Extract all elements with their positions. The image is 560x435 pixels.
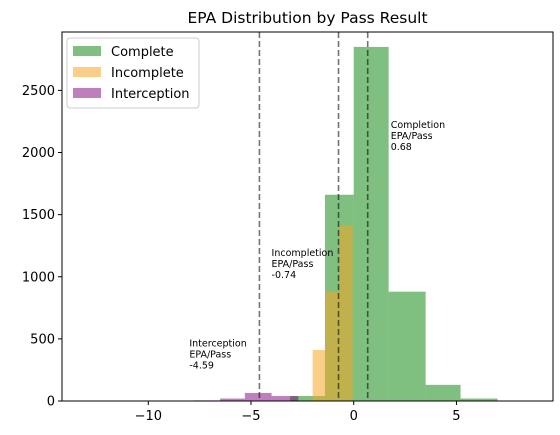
bar-interception-2 <box>244 392 272 401</box>
y-axis: 0 500 1000 1500 2000 2500 <box>22 84 62 410</box>
bar-complete-2 <box>353 46 389 402</box>
y-tick-label: 1500 <box>22 208 55 223</box>
vlines-layer <box>258 32 369 401</box>
y-tick-label: 1000 <box>22 270 55 285</box>
annotations-layer: Interception EPA/Pass -4.59 Incompletion EPA… <box>189 120 445 372</box>
legend: Complete Incomplete Interception <box>66 37 200 109</box>
y-tick-label: 0 <box>47 395 55 410</box>
legend-swatch-incomplete <box>73 67 101 77</box>
bar-incomplete-2 <box>339 225 353 401</box>
bars-layer <box>193 46 498 402</box>
y-tick-label: 500 <box>30 332 55 347</box>
bar-interception-1 <box>220 398 245 401</box>
plot-frame <box>61 31 554 402</box>
mean-annotation-2: Completion EPA/Pass 0.68 <box>391 120 445 153</box>
bar-complete-5 <box>460 398 498 401</box>
bar-complete-0 <box>290 396 325 401</box>
bar-incomplete-0 <box>312 350 325 401</box>
x-tick-label: −10 <box>135 409 162 424</box>
x-axis: −10 −5 0 5 <box>135 401 461 424</box>
legend-label-complete: Complete <box>111 45 174 60</box>
x-tick-label: 0 <box>350 409 358 424</box>
legend-label-incomplete: Incomplete <box>111 66 184 81</box>
mean-annotation-1: Incompletion EPA/Pass -0.74 <box>272 248 334 281</box>
legend-swatch-complete <box>73 46 101 56</box>
y-tick-label: 2500 <box>22 84 55 99</box>
y-tick-label: 2000 <box>22 146 55 161</box>
x-tick-label: 5 <box>452 409 460 424</box>
x-tick-label: −5 <box>241 409 260 424</box>
bar-complete-3 <box>388 291 426 401</box>
chart-title: EPA Distribution by Pass Result <box>187 9 427 27</box>
bar-complete-4 <box>425 384 461 401</box>
mean-annotation-0: Interception EPA/Pass -4.59 <box>189 339 246 372</box>
legend-swatch-interception <box>73 88 101 98</box>
legend-label-interception: Interception <box>111 87 190 102</box>
bar-incomplete-1 <box>324 291 340 401</box>
bar-interception-3 <box>271 396 299 401</box>
